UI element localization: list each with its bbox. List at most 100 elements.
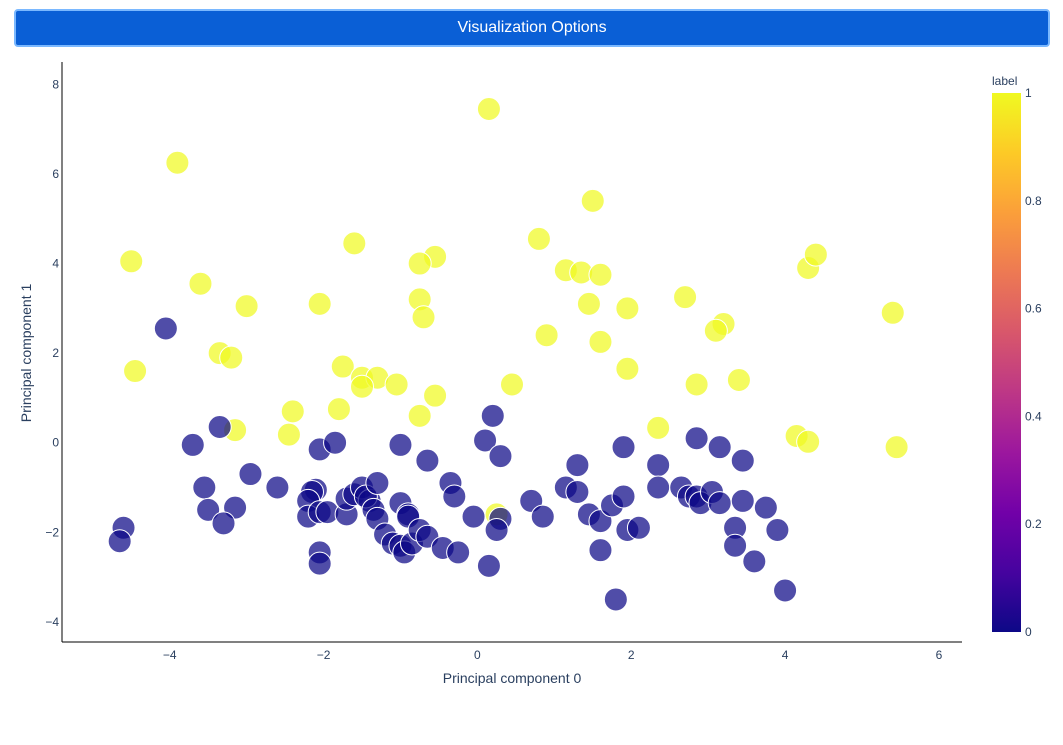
data-point xyxy=(500,372,524,397)
data-point xyxy=(565,453,590,478)
data-point xyxy=(384,372,409,397)
y-tick-label: −4 xyxy=(45,615,59,629)
data-point xyxy=(365,471,390,496)
data-point xyxy=(615,296,640,321)
y-tick-label: 8 xyxy=(52,77,59,91)
data-point xyxy=(180,432,205,457)
data-point xyxy=(473,428,498,453)
data-point xyxy=(707,491,732,516)
data-point xyxy=(484,518,509,543)
data-point xyxy=(350,374,374,399)
data-point xyxy=(611,435,636,460)
data-point xyxy=(884,435,909,460)
data-point xyxy=(423,383,448,408)
data-point xyxy=(611,484,636,509)
data-point xyxy=(280,399,305,424)
data-point xyxy=(415,448,440,473)
data-point xyxy=(196,497,221,522)
x-tick-label: 0 xyxy=(474,648,481,662)
x-tick-label: −4 xyxy=(163,648,177,662)
data-point xyxy=(219,345,244,370)
colorbar: label 0 0.2 0.4 0.6 0.8 1 xyxy=(992,74,1042,639)
data-point xyxy=(342,231,367,256)
data-point xyxy=(773,578,798,603)
data-point xyxy=(703,318,728,343)
data-point xyxy=(188,271,213,296)
data-point xyxy=(603,587,628,612)
x-tick-label: 2 xyxy=(628,648,635,662)
data-point xyxy=(234,294,259,319)
y-tick-labels: −4 −2 0 2 4 6 8 xyxy=(45,77,59,628)
data-point xyxy=(707,435,732,460)
colorbar-tick-label: 0.4 xyxy=(1025,409,1042,423)
data-point xyxy=(153,316,178,341)
data-point xyxy=(476,553,501,578)
x-tick-label: 6 xyxy=(936,648,943,662)
data-point xyxy=(476,97,501,122)
data-point xyxy=(588,262,613,287)
colorbar-tick-label: 0.2 xyxy=(1025,517,1042,531)
axes xyxy=(61,62,962,643)
colorbar-tick-label: 0 xyxy=(1025,625,1032,639)
data-point xyxy=(615,356,640,381)
data-point xyxy=(646,453,671,478)
data-point xyxy=(276,422,301,447)
data-point xyxy=(723,533,748,558)
data-point xyxy=(565,479,590,504)
data-point xyxy=(588,538,613,563)
data-point xyxy=(646,475,671,500)
data-point xyxy=(192,475,217,500)
x-tick-label: −2 xyxy=(317,648,331,662)
data-point xyxy=(446,540,471,565)
data-point xyxy=(265,475,290,500)
data-point xyxy=(326,397,351,422)
data-point xyxy=(323,430,348,455)
colorbar-scale xyxy=(992,93,1021,632)
data-point xyxy=(626,515,651,540)
colorbar-tick-labels: 0 0.2 0.4 0.6 0.8 1 xyxy=(1025,86,1042,639)
data-point xyxy=(488,444,513,469)
colorbar-tick-label: 0.8 xyxy=(1025,194,1042,208)
plot-area xyxy=(107,97,909,612)
data-point xyxy=(803,242,828,267)
data-point xyxy=(580,188,605,213)
y-axis-title: Principal component 1 xyxy=(18,284,34,423)
data-point xyxy=(388,432,413,457)
x-tick-labels: −4 −2 0 2 4 6 xyxy=(163,648,943,662)
x-axis-title: Principal component 0 xyxy=(443,670,582,686)
data-point xyxy=(576,291,601,316)
data-point xyxy=(442,484,467,509)
y-tick-label: 0 xyxy=(52,436,59,450)
data-point xyxy=(684,372,709,397)
data-point xyxy=(534,323,559,348)
visualization-options-button[interactable]: Visualization Options xyxy=(14,9,1050,47)
data-point xyxy=(211,511,236,536)
y-tick-label: 4 xyxy=(52,257,59,271)
data-point xyxy=(480,403,505,428)
data-point xyxy=(307,291,332,316)
data-point xyxy=(119,249,144,274)
colorbar-tick-label: 1 xyxy=(1025,86,1032,100)
data-point xyxy=(765,518,790,543)
data-point xyxy=(530,504,555,529)
data-point xyxy=(330,354,355,379)
data-point xyxy=(646,415,671,440)
y-tick-label: 6 xyxy=(52,167,59,181)
data-point xyxy=(753,495,778,520)
data-point xyxy=(407,403,432,428)
data-point xyxy=(207,415,232,440)
colorbar-tick-label: 0.6 xyxy=(1025,302,1042,316)
data-point xyxy=(796,429,821,454)
data-point xyxy=(165,150,190,175)
data-point xyxy=(730,448,755,473)
data-point xyxy=(107,529,132,554)
data-point xyxy=(123,359,148,384)
data-point xyxy=(238,462,263,487)
data-point xyxy=(526,226,551,251)
data-point xyxy=(730,488,755,513)
data-point xyxy=(673,285,698,310)
data-point xyxy=(307,551,332,576)
y-tick-label: −2 xyxy=(45,525,59,539)
data-point xyxy=(684,426,709,451)
